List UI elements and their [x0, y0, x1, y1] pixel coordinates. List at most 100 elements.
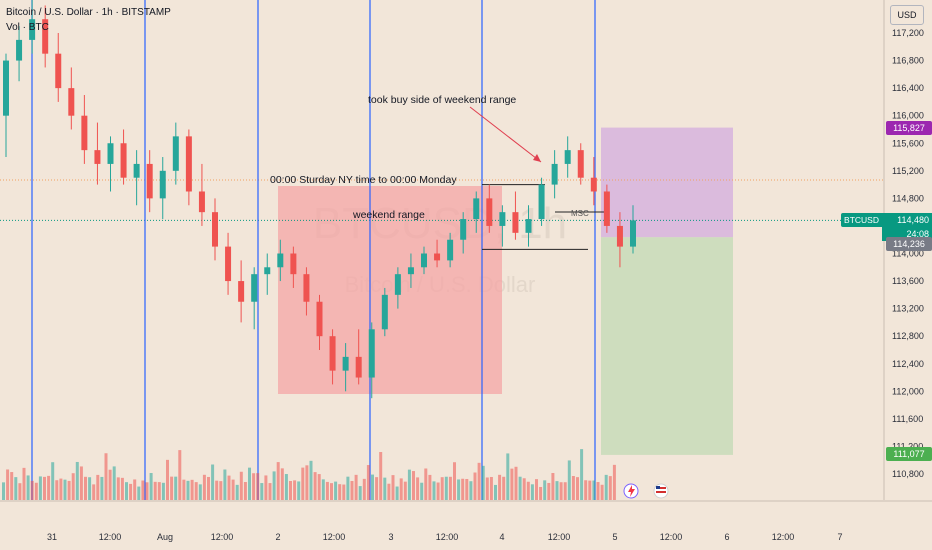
candle-body [329, 336, 336, 371]
volume-bar [530, 484, 534, 500]
volume-bar [2, 482, 5, 500]
weekend-window-annotation[interactable]: 00:00 Sturday NY time to 00:00 Monday [270, 174, 457, 186]
currency-button[interactable]: USD [890, 5, 924, 25]
volume-bar [284, 474, 288, 500]
volume-bar [211, 464, 215, 500]
current-price-label: 114,480 24:08 [882, 213, 932, 241]
candle-body [94, 150, 101, 164]
volume-indicator-label[interactable]: Vol · BTC [6, 22, 49, 33]
volume-bar [10, 472, 14, 500]
candle-body [251, 274, 258, 302]
volume-bar [104, 453, 108, 500]
time-tick: 12:00 [323, 532, 346, 542]
volume-bar [71, 473, 75, 500]
volume-bar [166, 459, 169, 500]
price-tick: 112,800 [892, 331, 924, 341]
volume-bar [215, 480, 219, 500]
candle-body [29, 19, 36, 40]
volume-bar [207, 476, 210, 500]
volume-bar [448, 476, 452, 500]
volume-bar [79, 466, 83, 500]
candle-body [551, 163, 558, 185]
volume-bar [174, 476, 178, 500]
candle-body [407, 267, 414, 275]
volume-bar [514, 466, 518, 500]
candle-body [486, 198, 493, 226]
volume-bar [494, 484, 497, 500]
price-tick: 114,000 [892, 249, 924, 259]
volume-bar [477, 462, 481, 500]
volume-bar [264, 475, 268, 500]
candle-body [564, 150, 571, 164]
arrow-head [533, 154, 541, 162]
volume-bar [305, 465, 309, 500]
volume-bar [194, 482, 198, 500]
volume-bar [498, 474, 502, 500]
volume-bar [252, 473, 256, 500]
annotation-arrow[interactable] [469, 106, 542, 163]
candle-body [277, 253, 284, 268]
flash-icon [628, 485, 635, 497]
volume-bar [375, 477, 379, 500]
time-tick: 12:00 [660, 532, 683, 542]
volume-bar [67, 480, 71, 500]
volume-bar [567, 460, 571, 500]
weekend-range-annotation[interactable]: weekend range [353, 209, 425, 221]
volume-bar [223, 469, 227, 500]
target-zone[interactable] [601, 127, 733, 238]
candle-body [146, 163, 153, 199]
volume-bar [407, 469, 411, 500]
volume-bar [161, 482, 165, 500]
target-price-label: 115,827 [886, 121, 932, 135]
candle-body [290, 253, 297, 275]
volume-bar [276, 462, 280, 500]
time-tick: 6 [724, 532, 729, 542]
volume-bar [268, 483, 272, 500]
volume-bar [412, 471, 415, 500]
volume-bar [580, 449, 584, 500]
time-tick: 12:00 [211, 532, 234, 542]
volume-bar [604, 474, 608, 500]
candle-body [447, 239, 454, 261]
candle-body [172, 136, 179, 171]
price-tick: 111,200 [892, 441, 923, 451]
stop-zone[interactable] [601, 237, 733, 455]
time-tick: Aug [157, 532, 173, 542]
volume-bar [120, 477, 124, 500]
candle-body [133, 163, 140, 178]
candle-body [499, 212, 506, 226]
mss-annotation[interactable]: MSC [571, 209, 589, 218]
volume-bar [149, 473, 153, 500]
volume-bar [473, 472, 477, 500]
price-tick: 116,400 [892, 83, 924, 93]
volume-bar [43, 476, 46, 500]
volume-bar [38, 476, 42, 500]
time-tick: 12:00 [99, 532, 122, 542]
candle-body [185, 136, 192, 192]
volume-bar [453, 462, 456, 500]
volume-bar [510, 468, 514, 500]
took-buy-side-annotation[interactable]: took buy side of weekend range [368, 94, 517, 106]
volume-bar [272, 471, 276, 500]
volume-bar [444, 476, 448, 500]
volume-bar [535, 479, 538, 500]
time-tick: 31 [47, 532, 57, 542]
volume-bar [334, 481, 338, 500]
candle-body [590, 177, 597, 192]
candle-body [198, 191, 205, 213]
volume-bar [243, 482, 247, 500]
price-tick: 116,000 [892, 111, 924, 121]
volume-bar [129, 483, 133, 500]
volume-bar [571, 476, 575, 500]
volume-bar [309, 460, 313, 500]
volume-bar [248, 467, 251, 500]
volume-bar [280, 468, 284, 500]
volume-bar [379, 452, 383, 500]
volume-bar [260, 483, 264, 500]
candle-body [394, 274, 401, 295]
candle-body [68, 88, 75, 116]
volume-bar [559, 482, 563, 500]
volume-bar [506, 453, 510, 500]
